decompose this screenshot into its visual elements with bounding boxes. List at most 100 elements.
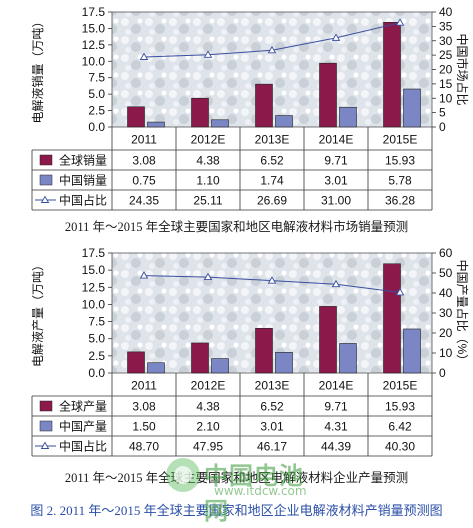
top-chart-right-tick-label: 35 [439, 19, 453, 33]
bottom-chart-share-marker [267, 276, 277, 284]
bottom-chart-right-tick-label: 20 [439, 326, 453, 340]
top-chart-share-marker [203, 50, 213, 58]
bottom-chart-category-label: 2014E [319, 379, 354, 393]
bottom-chart-left-tick-label: 12.5 [82, 280, 106, 294]
bottom-chart-right-tick-label: 10 [439, 346, 453, 360]
bottom-chart-left-tick-label: 2.5 [88, 349, 105, 363]
bottom-chart-bar-global [383, 263, 401, 374]
top-chart-bar-china [275, 115, 293, 128]
top-chart-bar-global [255, 83, 273, 128]
top-chart-bar-global [319, 62, 337, 128]
top-chart-table-value: 26.69 [257, 194, 287, 208]
top-chart-share-marker [139, 52, 149, 60]
top-chart-category-label: 2015E [383, 133, 418, 147]
top-chart-right-tick-label: 25 [439, 48, 453, 62]
bottom-chart-legend-label: 中国产量 [59, 419, 107, 434]
top-chart-table-value: 31.00 [321, 194, 351, 208]
top-chart-category-label: 2011 [131, 133, 157, 147]
top-chart-bar-global [127, 106, 145, 128]
bottom-chart-table-value: 44.39 [321, 440, 351, 454]
top-chart-category-label: 2014E [319, 133, 354, 147]
bottom-chart-table-value: 15.93 [385, 400, 415, 414]
top-chart-table-value: 36.28 [385, 194, 415, 208]
top-chart-bar-china [211, 119, 229, 128]
top-chart-legend-marker [40, 195, 50, 203]
top-chart-bar-china [403, 88, 421, 128]
bottom-chart-left-tick-label: 5.0 [88, 332, 105, 346]
bottom-chart-category-label: 2013E [255, 379, 290, 393]
top-chart-caption: 2011 年～2015 年全球主要国家和地区电解液材料市场销量预测 [64, 220, 409, 234]
top-chart-share-marker [267, 45, 277, 54]
bottom-chart-category-label: 2011 [131, 379, 157, 393]
bottom-chart-table-value: 46.17 [257, 440, 287, 454]
top-chart-share-marker [395, 18, 405, 26]
top-chart-right-tick-label: 10 [439, 91, 453, 105]
top-chart-category-label: 2013E [255, 133, 290, 147]
bottom-chart-left-tick-label: 7.5 [88, 315, 105, 329]
bottom-chart-legend-swatch [39, 400, 53, 412]
top-chart-legend-label: 中国占比 [59, 193, 107, 208]
top-chart-left-tick-label: 0.0 [88, 120, 105, 134]
top-chart-bar-china [339, 106, 357, 128]
top-chart-table-value: 6.52 [260, 154, 284, 168]
top-chart-right-tick-label: 0 [439, 120, 446, 134]
bottom-chart-table-value: 6.52 [260, 400, 284, 414]
bottom-chart-right-tick-label: 40 [439, 286, 453, 300]
top-chart-bar-global [383, 22, 401, 128]
top-chart-right-tick-label: 40 [439, 5, 453, 19]
bottom-chart-share-marker [203, 272, 213, 281]
top-chart-right-tick-label: 30 [439, 34, 453, 48]
bottom-chart-right-tick-label: 60 [439, 246, 453, 260]
bottom-chart-share-marker [395, 288, 405, 296]
top-chart-bar-china [147, 121, 165, 128]
bottom-chart-category-label: 2012E [191, 379, 226, 393]
top-chart-left-tick-label: 10.0 [82, 54, 106, 68]
top-chart-y-axis-title: 电解液销量（万吨） [30, 15, 45, 123]
bottom-chart-left-tick-label: 17.5 [82, 246, 106, 260]
top-chart-legend-swatch [39, 154, 53, 166]
top-chart-table-value: 1.10 [196, 174, 220, 188]
bottom-chart-bar-china [403, 328, 421, 374]
top-chart-y2-axis-title: 中国市场占比 [455, 33, 470, 105]
bottom-chart-bar-global [255, 327, 273, 374]
top-chart-table-value: 15.93 [385, 154, 415, 168]
figure-caption: 图 2. 2011 年～2015 年全球主要国家和地区企业电解液材料产销量预测图 [30, 503, 443, 518]
top-chart-left-tick-label: 7.5 [88, 71, 105, 85]
top-chart-left-tick-label: 5.0 [88, 87, 105, 101]
top-chart-table-value: 4.38 [196, 154, 220, 168]
bottom-chart-bar-global [191, 342, 209, 374]
watermark-text: 中国电池网 [204, 462, 304, 525]
top-chart-left-tick-label: 2.5 [88, 104, 105, 118]
bottom-chart-category-label: 2015E [383, 379, 418, 393]
bottom-chart-left-tick-label: 0.0 [88, 366, 105, 380]
bottom-chart-bar-china [211, 358, 229, 374]
bottom-chart-right-tick-label: 30 [439, 306, 453, 320]
top-chart-legend-swatch [39, 174, 53, 186]
bottom-chart-table-value: 9.71 [324, 400, 348, 414]
top-chart-table-value: 3.01 [324, 174, 348, 188]
watermark-logo: 中国电池网 www.itdcw.com [166, 458, 316, 525]
bottom-chart-left-tick-label: 10.0 [82, 297, 106, 311]
bottom-chart-table-value: 40.30 [385, 440, 415, 454]
top-chart-left-tick-label: 12.5 [82, 38, 106, 52]
bottom-chart-bar-china [275, 352, 293, 374]
bottom-chart-table-value: 48.70 [129, 440, 159, 454]
top-chart-table-value: 0.75 [132, 174, 156, 188]
top-chart-right-tick-label: 5 [439, 106, 446, 120]
bottom-chart-table-value: 1.50 [132, 420, 156, 434]
watermark-url: www.itdcw.com [214, 484, 307, 498]
bottom-chart-table-value: 2.10 [196, 420, 220, 434]
bottom-chart-bar-global [127, 351, 145, 374]
bottom-chart-bar-china [147, 362, 165, 374]
bottom-chart-table-value: 6.42 [388, 420, 412, 434]
top-chart-legend-label: 全球销量 [59, 153, 107, 168]
top-chart-table-value: 25.11 [193, 194, 222, 208]
top-chart-left-tick-label: 17.5 [82, 5, 106, 19]
top-chart-category-label: 2012E [191, 133, 226, 147]
bottom-chart-share-marker [331, 279, 341, 288]
top-chart-table-value: 24.35 [129, 194, 159, 208]
top-chart-bar-global [191, 97, 209, 128]
top-chart-share-marker [331, 33, 341, 41]
bottom-chart-legend-label: 中国占比 [59, 439, 107, 454]
